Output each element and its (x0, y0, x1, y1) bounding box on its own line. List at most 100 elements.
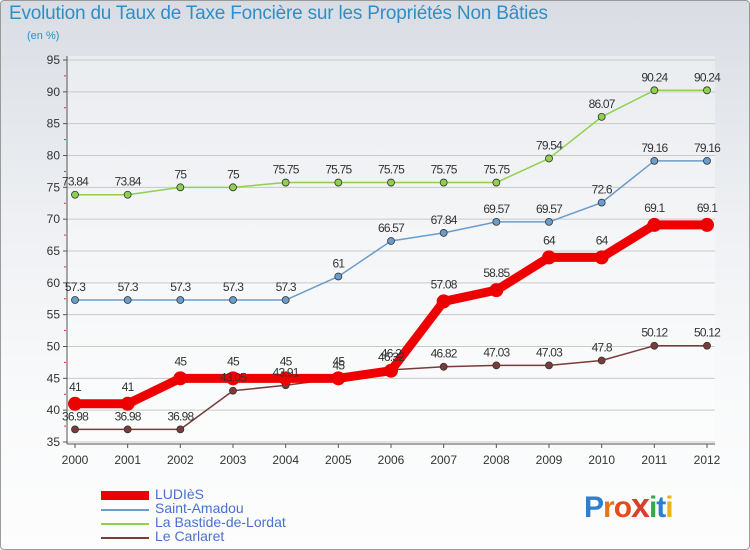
data-label: 45 (332, 358, 345, 372)
data-label: 75.75 (325, 163, 352, 177)
data-point (703, 86, 711, 95)
data-point (597, 356, 606, 365)
data-point (545, 218, 553, 226)
data-point (278, 371, 293, 386)
data-label: 57.3 (118, 280, 139, 294)
data-label: 45 (174, 354, 187, 368)
data-point (71, 296, 79, 304)
y-tick-label: 65 (47, 244, 61, 258)
legend-item: LUDIèS (101, 486, 361, 504)
legend-item: Saint-Amadou (101, 500, 361, 518)
data-label: 75.75 (483, 163, 510, 177)
data-label: 75.75 (273, 163, 300, 177)
data-point (647, 217, 662, 232)
data-label: 66.57 (378, 221, 405, 235)
data-label: 43.05 (220, 371, 247, 385)
data-point (229, 386, 237, 395)
data-point (71, 190, 79, 199)
data-point (492, 218, 501, 226)
data-label: 46.2 (381, 347, 402, 361)
data-label: 72.6 (592, 183, 613, 197)
data-label: 57.3 (65, 280, 86, 294)
data-point (387, 237, 395, 245)
legend-item: La Bastide-de-Lordat (101, 514, 361, 532)
x-tick-label: 2008 (483, 453, 510, 467)
data-point (594, 250, 609, 265)
data-label: 69.1 (697, 201, 718, 215)
data-point (542, 250, 556, 265)
data-point (492, 178, 501, 187)
data-label: 67.84 (431, 213, 458, 227)
chart-title: Evolution du Taux de Taxe Foncière sur l… (9, 3, 548, 24)
data-label: 47.8 (592, 341, 613, 355)
data-point (545, 154, 553, 163)
data-label: 41 (122, 380, 135, 394)
data-point (492, 361, 501, 370)
legend-label: Saint-Amadou (155, 500, 244, 516)
data-label: 79.16 (641, 141, 668, 155)
x-tick-label: 2000 (62, 453, 89, 467)
data-point (226, 371, 240, 386)
data-point (176, 183, 185, 192)
data-label: 69.57 (536, 202, 563, 216)
proxiti-logo: Proxiti (584, 487, 674, 525)
data-label: 90.24 (694, 70, 721, 84)
data-point (123, 190, 132, 199)
x-tick-label: 2006 (378, 453, 405, 467)
data-point (229, 183, 237, 192)
data-point (384, 363, 398, 378)
y-tick-label: 35 (47, 435, 61, 449)
data-label: 75 (174, 167, 187, 181)
y-tick-label: 45 (47, 371, 61, 385)
data-label: 79.16 (694, 141, 721, 155)
data-point (436, 294, 451, 309)
data-point (650, 341, 659, 350)
data-label: 75.75 (378, 163, 405, 177)
x-tick-label: 2004 (272, 453, 299, 467)
data-point (281, 178, 290, 187)
data-point (597, 112, 606, 121)
data-label: 36.98 (62, 409, 89, 423)
data-label: 41 (69, 380, 82, 394)
x-tick-label: 2003 (220, 453, 247, 467)
y-tick-label: 40 (47, 403, 61, 417)
data-point (703, 341, 711, 350)
data-point (281, 296, 290, 304)
data-point (439, 229, 448, 237)
data-point (545, 361, 553, 370)
legend-swatch (101, 523, 149, 525)
data-point (439, 362, 448, 371)
data-point (703, 156, 711, 165)
data-point (176, 296, 185, 304)
data-label: 64 (596, 233, 609, 247)
x-tick-label: 2011 (641, 453, 667, 467)
data-point (387, 178, 395, 187)
data-point (68, 396, 82, 411)
legend-swatch (101, 509, 149, 511)
y-tick-label: 55 (47, 308, 61, 322)
data-point (650, 86, 659, 95)
data-label: 45 (280, 354, 293, 368)
data-label: 45 (332, 354, 345, 368)
data-point (123, 296, 132, 304)
legend-label: LUDIèS (155, 486, 205, 502)
legend-swatch (101, 537, 149, 539)
data-label: 57.3 (276, 280, 297, 294)
data-label: 73.84 (62, 175, 89, 189)
data-label: 47.03 (536, 345, 563, 359)
data-label: 73.84 (115, 175, 142, 189)
y-tick-label: 70 (47, 212, 61, 226)
x-tick-label: 2009 (536, 453, 563, 467)
data-point (229, 296, 237, 304)
y-tick-label: 90 (47, 85, 61, 99)
data-label: 36.98 (167, 409, 194, 423)
x-tick-label: 2010 (588, 453, 615, 467)
data-point (700, 217, 714, 232)
x-tick-label: 2001 (114, 453, 141, 467)
data-point (489, 283, 504, 298)
data-point (439, 178, 448, 187)
data-point (176, 425, 185, 434)
data-point (597, 198, 606, 207)
